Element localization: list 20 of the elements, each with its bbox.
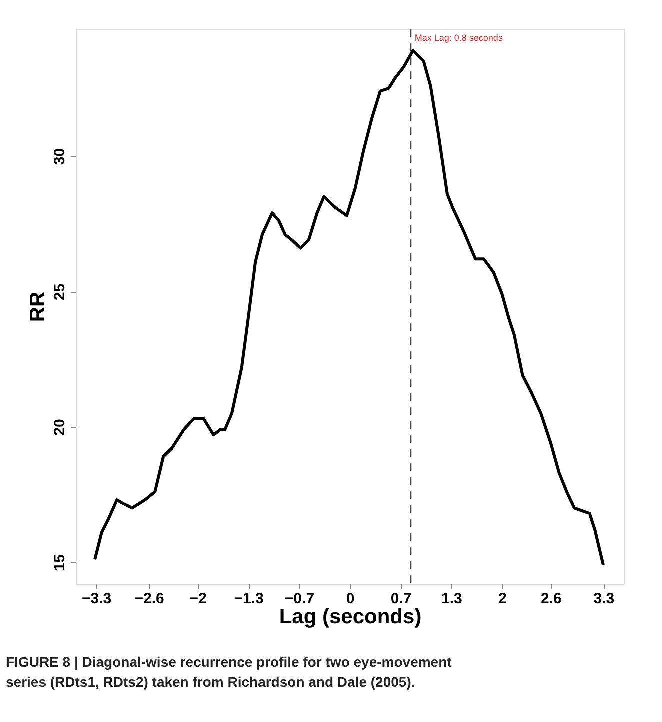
x-tick-label: 0.7: [390, 590, 412, 608]
x-tick-label: 1.3: [442, 590, 462, 608]
caption: FIGURE 8 | Diagonal-wise recurrence profile for two eye-movement series (RDts1, RDts2) taken from Richardson and Dale (2005).: [6, 654, 452, 690]
x-tick-label: 2.6: [541, 590, 562, 608]
x-tick-label: −3.3: [82, 590, 112, 608]
y-tick-label: 15: [52, 554, 68, 572]
y-tick-label: 30: [52, 148, 68, 166]
x-tick-label: −1.3: [234, 590, 264, 608]
x-tick-label: 0: [346, 590, 355, 608]
x-axis-title: Lag (seconds): [279, 606, 422, 628]
x-tick-label: −2.6: [134, 590, 164, 608]
x-tick-label: 3.3: [594, 590, 615, 608]
x-tick-label: 2: [498, 590, 507, 608]
y-axis-title: RR: [26, 292, 50, 322]
ref-line-label: Max Lag: 0.8 seconds: [414, 33, 504, 43]
y-tick-label: 20: [52, 419, 68, 436]
y-tick-label: 25: [52, 284, 68, 300]
line-series: [94, 49, 605, 567]
x-tick-label: −0.7: [284, 590, 315, 608]
x-tick-label: −2: [190, 590, 207, 608]
